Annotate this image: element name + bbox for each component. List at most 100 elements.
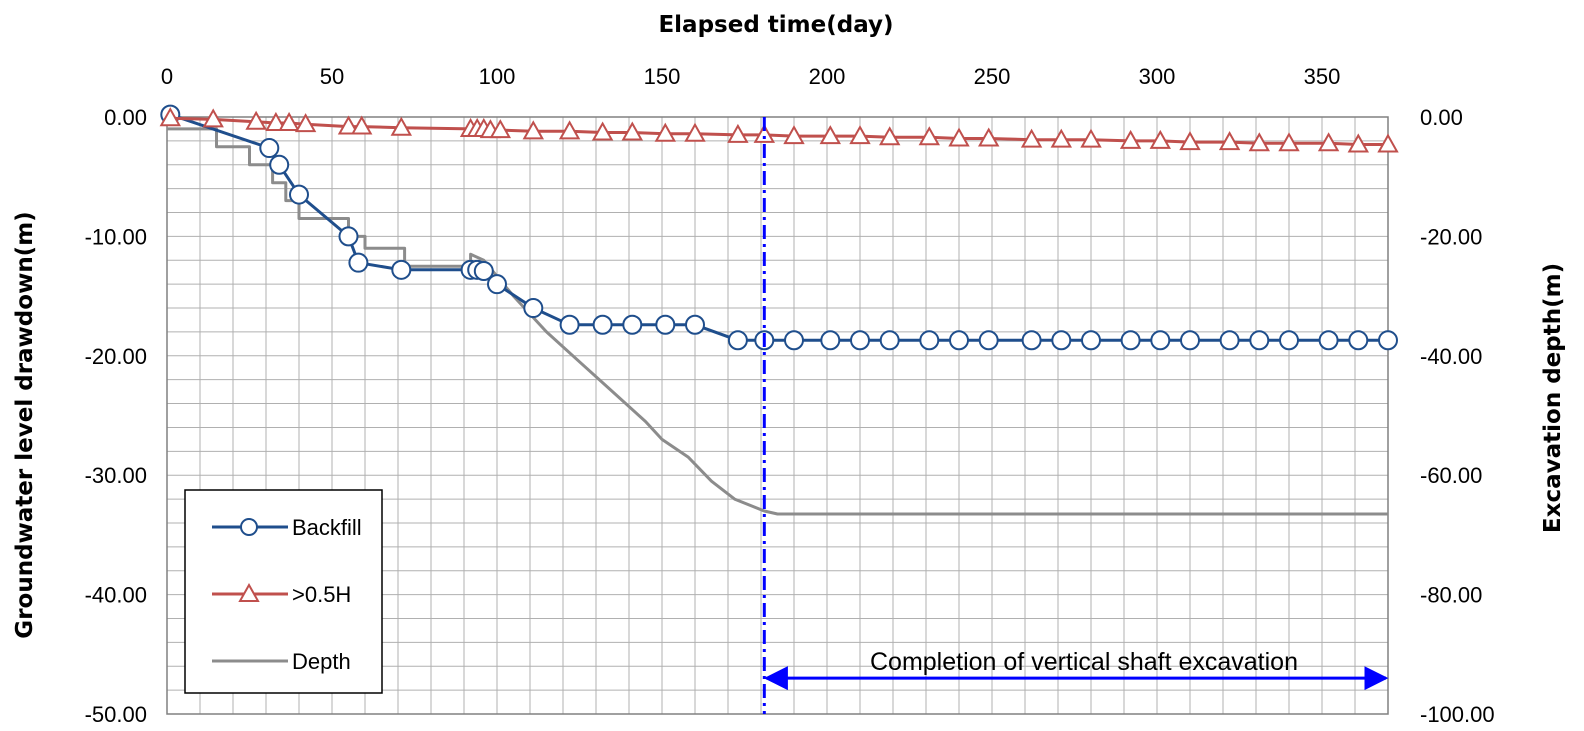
point-half-h — [977, 127, 1000, 147]
x-axis-title: Elapsed time(day) — [658, 12, 893, 38]
x-tick-label: 150 — [644, 64, 681, 89]
point-half-h — [819, 125, 842, 145]
point-half-h — [278, 111, 300, 131]
point-half-h — [294, 113, 317, 133]
point-half-h — [684, 122, 706, 142]
x-tick-label: 200 — [809, 64, 846, 89]
y-left-tick-label: -20.00 — [85, 344, 147, 369]
x-tick-label: 50 — [320, 64, 344, 89]
point-backfill — [879, 330, 900, 351]
point-backfill — [850, 330, 870, 351]
point-backfill — [348, 252, 369, 273]
y-left-axis-title: Groundwater level drawdown(m) — [12, 211, 38, 638]
point-half-h — [621, 121, 644, 141]
legend-item-half-h: >0.5H — [212, 582, 351, 607]
point-backfill — [978, 330, 999, 351]
point-backfill — [622, 314, 643, 335]
point-half-h — [1020, 128, 1043, 148]
point-backfill — [559, 314, 580, 335]
y-left-tick-label: -40.00 — [85, 583, 147, 608]
point-backfill — [820, 330, 841, 351]
point-backfill — [1378, 330, 1398, 351]
x-tick-label: 100 — [479, 64, 516, 89]
point-half-h — [1218, 131, 1241, 151]
point-backfill — [1081, 330, 1101, 351]
point-backfill — [949, 330, 969, 351]
point-half-h — [159, 107, 182, 127]
point-half-h — [265, 111, 287, 131]
point-backfill — [1249, 330, 1270, 351]
legend: Backfill >0.5H Depth — [184, 489, 383, 694]
y-left-tick-label: 0.00 — [104, 105, 147, 130]
legend-backfill-label: Backfill — [292, 515, 362, 540]
point-backfill — [1021, 330, 1042, 351]
legend-backfill-marker — [240, 518, 258, 536]
y-left-tick-label: -10.00 — [85, 224, 147, 249]
y-right-tick-label: -60.00 — [1420, 463, 1482, 488]
point-half-h — [1347, 133, 1370, 153]
point-backfill — [1348, 330, 1369, 351]
point-half-h — [1119, 129, 1142, 149]
point-half-h — [1248, 132, 1271, 152]
y-left-axis-ticks: 0.00 -10.00 -20.00 -30.00 -40.00 -50.00 — [85, 105, 147, 727]
point-backfill — [1318, 330, 1339, 351]
point-half-h — [245, 110, 267, 130]
point-half-h — [202, 108, 224, 128]
legend-depth-label: Depth — [292, 649, 351, 674]
point-backfill — [784, 330, 804, 351]
y-right-tick-label: -80.00 — [1420, 583, 1482, 608]
point-backfill — [1150, 330, 1171, 351]
y-left-tick-label: -50.00 — [85, 702, 147, 727]
legend-item-depth: Depth — [212, 649, 351, 674]
y-right-tick-label: -20.00 — [1420, 224, 1482, 249]
point-half-h — [1149, 129, 1172, 149]
legend-half-h-label: >0.5H — [292, 582, 351, 607]
point-backfill — [1219, 330, 1240, 351]
point-half-h — [1179, 131, 1201, 151]
point-backfill — [391, 259, 412, 280]
point-backfill — [523, 298, 544, 319]
point-half-h — [753, 123, 776, 143]
point-backfill — [487, 274, 507, 295]
point-backfill — [1279, 330, 1299, 351]
x-tick-label: 300 — [1139, 64, 1176, 89]
point-backfill — [655, 314, 676, 335]
point-backfill — [338, 226, 359, 247]
point-half-h — [1278, 132, 1300, 152]
point-half-h — [727, 123, 749, 143]
point-backfill — [1180, 330, 1200, 351]
y-right-axis-ticks: 0.00 -20.00 -40.00 -60.00 -80.00 -100.00 — [1420, 105, 1495, 727]
point-backfill — [919, 330, 940, 351]
legend-box — [184, 489, 383, 694]
series-layer — [159, 104, 1399, 516]
plot-border — [166, 116, 1389, 715]
completion-annotation: Completion of vertical shaft excavation — [870, 648, 1298, 676]
y-right-tick-label: 0.00 — [1420, 105, 1463, 130]
point-half-h — [1377, 133, 1399, 153]
legend-item-backfill: Backfill — [212, 515, 362, 540]
point-backfill — [259, 138, 280, 159]
y-left-tick-label: -30.00 — [85, 463, 147, 488]
point-half-h — [1080, 128, 1102, 148]
point-backfill — [685, 314, 705, 335]
point-half-h — [337, 115, 360, 135]
point-half-h — [522, 120, 545, 140]
point-half-h — [918, 126, 941, 146]
point-backfill — [1120, 330, 1141, 351]
y-right-tick-label: -40.00 — [1420, 344, 1482, 369]
point-half-h — [558, 120, 581, 140]
point-half-h — [390, 116, 413, 136]
y-right-tick-label: -100.00 — [1420, 702, 1495, 727]
point-backfill — [473, 261, 494, 282]
point-backfill — [269, 154, 290, 175]
x-tick-label: 0 — [161, 64, 173, 89]
y-right-axis-title: Excavation depth(m) — [1540, 263, 1566, 533]
point-half-h — [849, 125, 871, 145]
x-tick-label: 350 — [1304, 64, 1341, 89]
legend-half-h-marker — [238, 582, 260, 602]
point-half-h — [591, 121, 614, 141]
point-half-h — [783, 125, 805, 145]
point-half-h — [350, 115, 373, 135]
point-half-h — [1317, 132, 1340, 152]
